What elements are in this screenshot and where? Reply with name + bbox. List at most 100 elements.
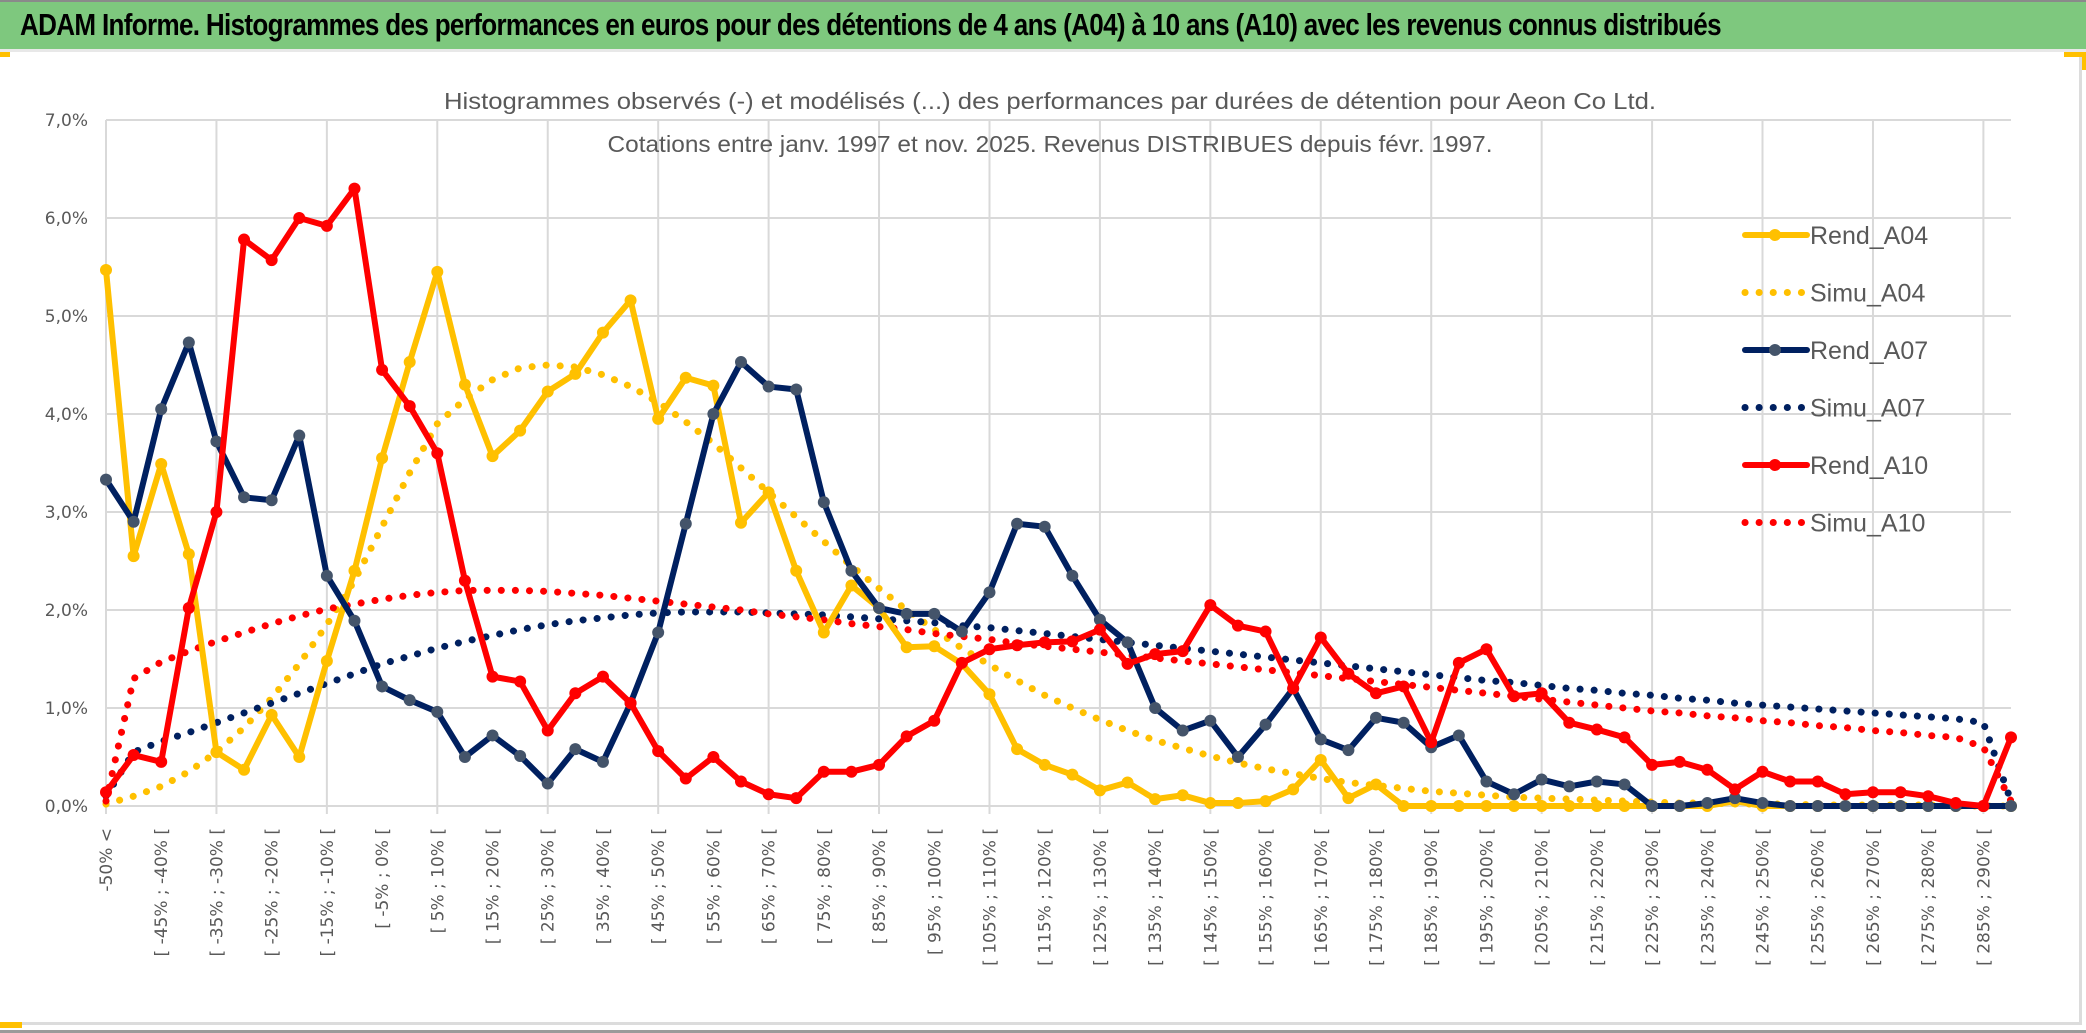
data-point [1370,687,1382,700]
data-point [1204,714,1217,727]
x-tick-label: [ 45% ; 50% [ [649,828,669,944]
data-point [1425,800,1438,812]
data-point [569,367,582,380]
data-point [1811,775,1824,788]
data-point [2005,800,2017,812]
data-point [707,408,720,420]
data-point [679,371,692,384]
data-point [1618,800,1631,812]
data-point [1011,743,1024,756]
data-point [1259,795,1272,808]
legend-label: Rend_A07 [1810,337,1928,365]
data-point [707,751,720,763]
x-tick-label: [ 55% ; 60% [ [704,828,724,944]
x-tick-label: [ 185% ; 190% [ [1422,828,1442,966]
y-tick-label: 1,0% [45,699,88,719]
data-point [1397,680,1410,693]
data-point [541,385,554,398]
data-point [1452,656,1465,669]
legend-item-simu-a10: Simu_A10 [1741,510,1925,538]
data-point [1590,723,1603,736]
data-point [1535,800,1548,812]
data-point [1204,599,1217,612]
y-tick-label: 0,0% [45,797,88,817]
x-tick-label: [ 285% ; 290% [ [1974,828,1994,966]
data-point [1508,800,1521,812]
data-point [348,182,361,195]
data-point [431,447,444,460]
series-rend-a04 [100,263,2017,812]
data-point [1618,731,1631,744]
data-point [1231,751,1244,763]
data-point [348,614,361,627]
data-point [1066,768,1079,781]
data-point [1673,800,1686,812]
data-point [652,745,665,758]
chart-subtitle: Cotations entre janv. 1997 et nov. 2025.… [608,131,1493,157]
data-point [1149,702,1162,714]
x-tick-label: [ 65% ; 70% [ [760,828,780,944]
data-point [1231,619,1244,632]
data-point [817,496,830,509]
data-point [1949,797,1962,810]
x-tick-label: [ 225% ; 230% [ [1643,828,1663,966]
data-point [458,378,471,391]
data-point [127,749,140,762]
data-point [928,714,941,727]
data-point [1811,800,1824,812]
series-line [103,339,2011,809]
data-point [928,640,941,653]
legend-label: Simu_A07 [1810,395,1925,423]
data-point [1121,636,1134,649]
data-point [210,746,223,759]
data-point [652,626,665,639]
data-point [1673,755,1686,768]
data-point [1370,778,1382,791]
data-point [514,424,527,437]
y-tick-label: 4,0% [45,405,88,425]
data-point [127,550,140,563]
data-point [155,403,168,416]
legend-item-simu-a04: Simu_A04 [1741,280,1925,308]
legend: Rend_A04 Simu_A04 Rend_A07 Simu_A07 Rend_A10… [1741,222,1928,538]
legend-item-simu-a07: Simu_A07 [1741,395,1925,423]
data-point [1646,758,1659,771]
legend-item-rend-a07: Rend_A07 [1742,337,1928,365]
data-point [293,212,306,224]
x-tick-label: [ -45% ; -40% [ [152,828,172,956]
data-point [458,574,471,587]
x-tick-label: [ 75% ; 80% [ [815,828,835,944]
x-tick-label: -50% < [97,828,117,892]
x-tick-label: [ 215% ; 220% [ [1588,828,1608,966]
data-point [1701,763,1714,776]
data-point [1314,631,1327,644]
chart-frame [0,57,2082,1025]
x-tick-label: [ 175% ; 180% [ [1367,828,1387,966]
data-point [1618,778,1631,791]
data-point [376,680,389,693]
data-point [596,755,609,768]
data-point [1508,788,1521,801]
data-point [238,763,251,776]
data-point [1314,753,1327,766]
data-point [320,654,333,667]
y-tick-label: 5,0% [45,307,88,327]
x-tick-label: [ 95% ; 100% [ [925,828,945,955]
data-point [928,607,941,620]
data-point [569,743,582,756]
data-point [1701,797,1714,810]
series-rend-a10 [100,182,2017,812]
data-point [541,777,554,790]
data-point [403,694,416,707]
data-point [1977,800,1990,812]
data-point [873,758,886,771]
data-point [762,788,775,801]
data-point [790,792,803,805]
data-point [403,400,416,413]
data-point [1176,645,1189,658]
data-point [983,688,996,701]
data-point [1038,758,1051,771]
data-point [1093,784,1106,797]
series-line [103,185,2014,809]
